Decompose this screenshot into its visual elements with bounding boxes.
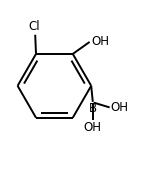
Text: OH: OH <box>91 35 109 48</box>
Text: OH: OH <box>84 121 102 135</box>
Text: OH: OH <box>111 101 129 114</box>
Text: Cl: Cl <box>29 20 40 33</box>
Text: B: B <box>89 102 97 115</box>
